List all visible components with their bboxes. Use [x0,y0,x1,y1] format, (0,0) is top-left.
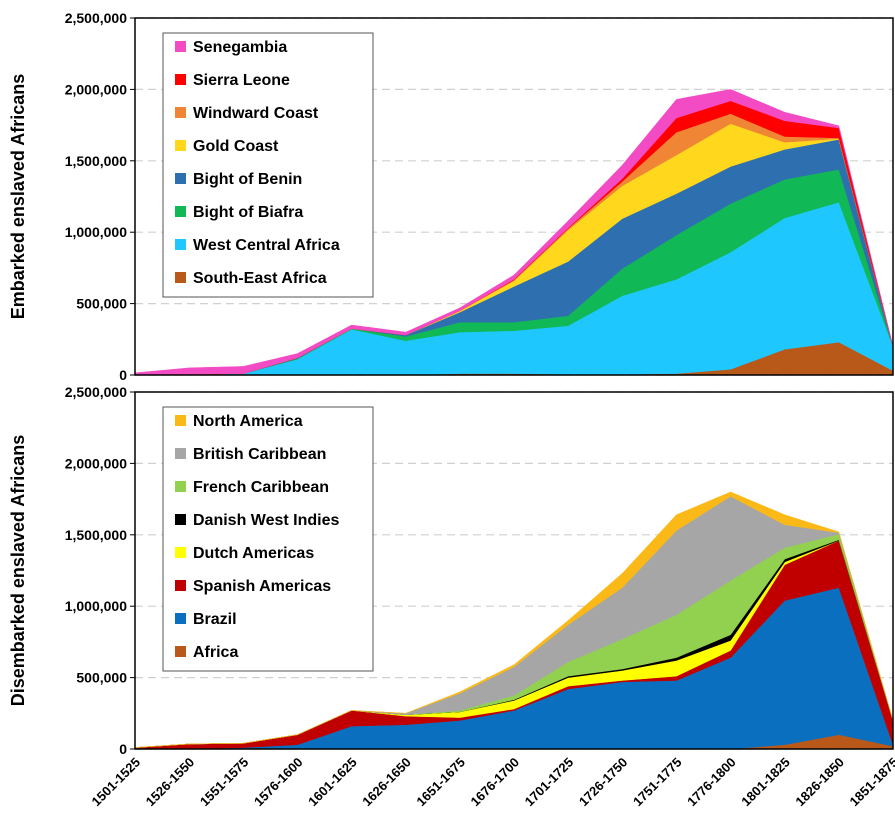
y-tick-label: 1,000,000 [65,224,127,240]
x-tick-label: 1776-1800 [684,755,739,810]
legend-swatch [175,41,186,52]
plot-frame [134,391,894,750]
legend-label: Bight of Biafra [193,204,303,221]
y-tick-label: 0 [119,367,127,383]
y-tick-label: 500,000 [76,670,127,686]
legend-swatch [175,173,186,184]
x-tick-label: 1801-1825 [738,755,793,810]
y-axis-label: Disembarked enslaved Africans [8,435,28,706]
legend-label: French Caribbean [193,479,329,496]
legend-swatch [175,415,186,426]
legend-label: Bight of Benin [193,171,302,188]
legend-swatch [175,74,186,85]
legend-swatch [175,580,186,591]
x-tick-label: 1726-1750 [576,755,631,810]
legend-swatch [175,481,186,492]
legend-box [162,406,374,672]
y-tick-label: 500,000 [76,296,127,312]
y-tick-label: 1,000,000 [65,598,127,614]
x-tick-label: 1701-1725 [522,755,577,810]
legend-label: Danish West Indies [193,512,340,529]
legend-label: Gold Coast [193,138,279,155]
y-tick-label: 1,500,000 [65,153,127,169]
x-tick-label: 1526-1550 [143,755,198,810]
legend-label: Windward Coast [193,105,319,122]
y-tick-label: 2,000,000 [65,81,127,97]
legend-swatch [175,272,186,283]
x-tick-label: 1676-1700 [468,755,523,810]
x-tick-label: 1576-1600 [251,755,306,810]
y-tick-label: 1,500,000 [65,527,127,543]
x-tick-label: 1751-1775 [630,755,685,810]
legend-label: Dutch Americas [193,545,314,562]
x-tick-label: 1851-1875 [847,755,895,810]
legend-label: South-East Africa [193,270,327,287]
x-tick-label: 1651-1675 [413,755,468,810]
legend-swatch [175,448,186,459]
legend-label: Senegambia [193,39,287,56]
y-axis-label: Embarked enslaved Africans [8,74,28,319]
legend-swatch [175,547,186,558]
legend-swatch [175,646,186,657]
area [134,89,894,376]
y-tick-label: 2,000,000 [65,455,127,471]
legend-swatch [175,107,186,118]
y-tick-label: 2,500,000 [65,10,127,26]
plot-frame [134,17,894,376]
legend-swatch [175,514,186,525]
legend-swatch [175,140,186,151]
legend-swatch [175,239,186,250]
x-tick-label: 1601-1625 [305,755,360,810]
legend-swatch [175,613,186,624]
legend-label: West Central Africa [193,237,340,254]
x-tick-label: 1551-1575 [197,755,252,810]
legend-label: Africa [193,644,238,661]
x-tick-label: 1626-1650 [359,755,414,810]
legend-box [162,32,374,298]
y-tick-label: 0 [119,741,127,757]
legend-label: British Caribbean [193,446,326,463]
y-tick-label: 2,500,000 [65,384,127,400]
legend-label: Brazil [193,611,237,628]
legend-swatch [175,206,186,217]
legend-label: Spanish Americas [193,578,331,595]
legend-label: Sierra Leone [193,72,290,89]
x-tick-label: 1826-1850 [792,755,847,810]
x-tick-label: 1501-1525 [89,755,144,810]
legend-label: North America [193,413,303,430]
